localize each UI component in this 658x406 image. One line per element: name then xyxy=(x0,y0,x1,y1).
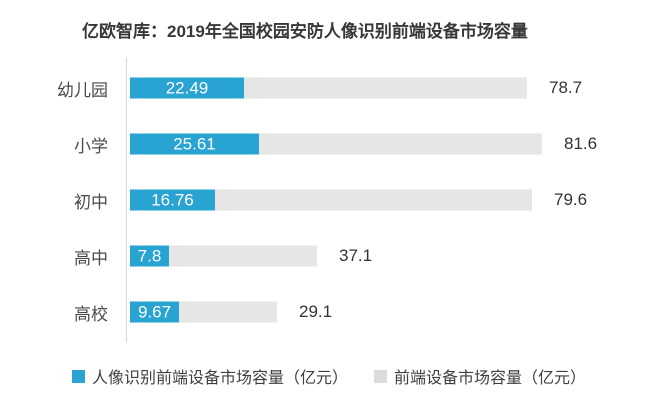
legend-label-total-market: 前端设备市场容量（亿元） xyxy=(394,370,587,387)
legend-label-face-recognition: 人像识别前端设备市场容量（亿元） xyxy=(91,370,348,387)
bar-row: 幼儿园 22.49 78.7 xyxy=(0,60,658,116)
category-label: 幼儿园 xyxy=(57,80,108,100)
total-market-value: 81.6 xyxy=(564,134,598,153)
face-recognition-value: 7.8 xyxy=(137,246,162,265)
bar-zone: 25.61 81.6 xyxy=(130,116,658,172)
chart-title: 亿欧智库：2019年全国校园安防人像识别前端设备市场容量 xyxy=(82,22,528,41)
total-market-value: 78.7 xyxy=(549,78,583,97)
category-label: 高中 xyxy=(74,248,108,268)
total-market-bar xyxy=(130,245,317,267)
face-recognition-bar: 22.49 xyxy=(130,77,244,99)
y-axis-line xyxy=(126,57,127,343)
bar-rows: 幼儿园 22.49 78.7 小学 25.61 81.6 初中 16.76 79.6 高中 7.8 3… xyxy=(0,60,658,340)
bar-zone: 7.8 37.1 xyxy=(130,228,658,284)
total-market-value: 37.1 xyxy=(339,246,373,265)
face-recognition-value: 22.49 xyxy=(165,78,209,97)
face-recognition-bar: 9.67 xyxy=(130,301,179,323)
legend: 人像识别前端设备市场容量（亿元） 前端设备市场容量（亿元） xyxy=(0,364,658,388)
total-market-value: 79.6 xyxy=(554,190,588,209)
total-market-value: 29.1 xyxy=(299,302,333,321)
total-market-bar xyxy=(130,189,532,211)
legend-swatch-blue-icon xyxy=(71,369,85,383)
bar-zone: 16.76 79.6 xyxy=(130,172,658,228)
legend-swatch-gray-icon xyxy=(374,369,387,383)
bar-zone: 9.67 29.1 xyxy=(130,284,658,340)
face-recognition-value: 25.61 xyxy=(173,134,216,153)
face-recognition-value: 9.67 xyxy=(137,302,172,321)
bar-row: 高校 9.67 29.1 xyxy=(0,284,658,340)
category-label: 高校 xyxy=(74,304,108,324)
face-recognition-bar: 25.61 xyxy=(130,133,259,155)
category-label: 初中 xyxy=(74,192,108,212)
face-recognition-bar: 7.8 xyxy=(130,245,169,267)
plot-area: 幼儿园 22.49 78.7 小学 25.61 81.6 初中 16.76 79.6 高中 7.8 3… xyxy=(0,57,658,343)
face-recognition-bar: 16.76 xyxy=(130,189,215,211)
bar-row: 初中 16.76 79.6 xyxy=(0,172,658,228)
legend-item-total-market: 前端设备市场容量（亿元） xyxy=(374,364,586,388)
category-label: 小学 xyxy=(74,136,108,156)
legend-item-face-recognition: 人像识别前端设备市场容量（亿元） xyxy=(71,364,348,388)
bar-zone: 22.49 78.7 xyxy=(130,60,658,116)
bar-row: 高中 7.8 37.1 xyxy=(0,228,658,284)
face-recognition-value: 16.76 xyxy=(151,190,194,209)
bar-row: 小学 25.61 81.6 xyxy=(0,116,658,172)
